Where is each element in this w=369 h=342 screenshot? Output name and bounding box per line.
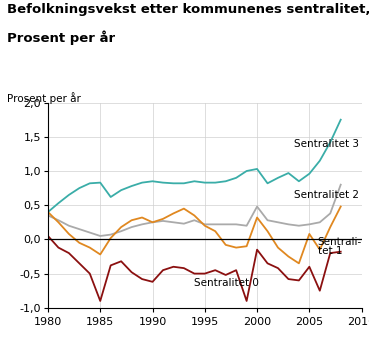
Text: Sentralitet 3: Sentralitet 3 [294,139,359,149]
Text: Prosent per år: Prosent per år [7,92,81,104]
Text: Sentralitet 0: Sentralitet 0 [194,278,259,288]
Text: Sentrali-: Sentrali- [318,237,362,247]
Text: Befolkningsvekst etter kommunenes sentralitet, 0-3.: Befolkningsvekst etter kommunenes sentra… [7,3,369,16]
Text: Sentralitet 2: Sentralitet 2 [294,190,359,200]
Text: tet 1: tet 1 [318,247,342,256]
Text: Prosent per år: Prosent per år [7,31,115,45]
